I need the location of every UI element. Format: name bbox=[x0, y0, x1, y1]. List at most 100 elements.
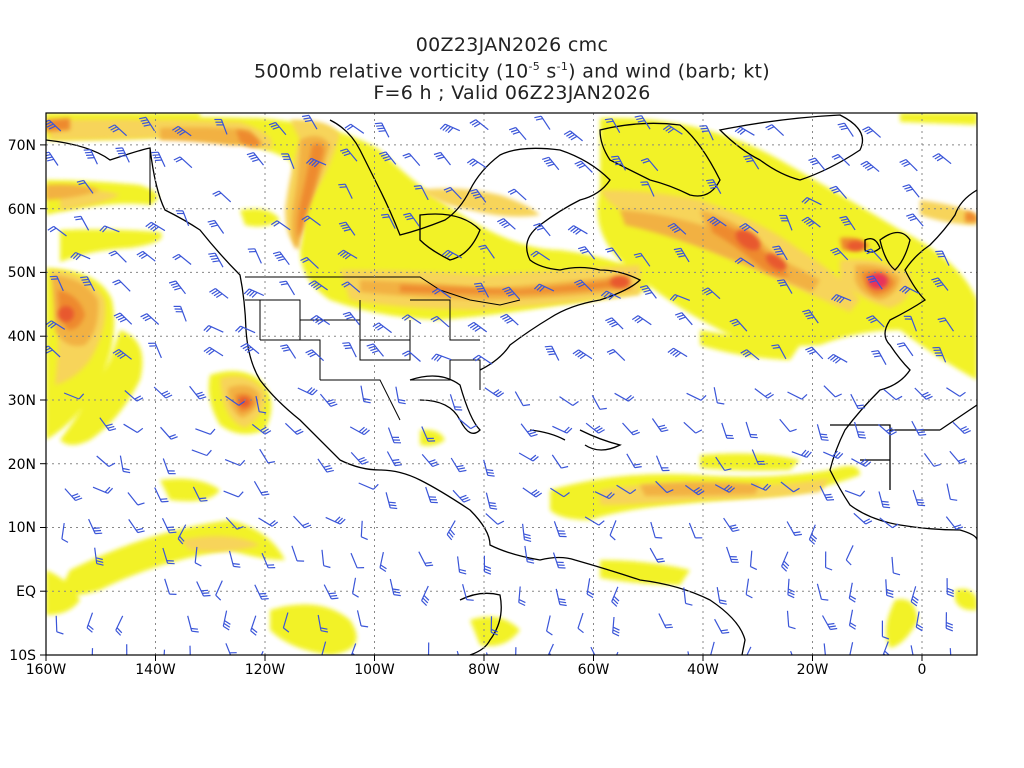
wind-barb-shaft bbox=[910, 645, 914, 655]
wind-barb-feather bbox=[526, 558, 534, 561]
wind-barb-feather bbox=[343, 152, 351, 157]
wind-barb-feather bbox=[84, 283, 92, 286]
wind-barb-feather bbox=[273, 221, 280, 227]
wind-barb-feather bbox=[342, 342, 350, 344]
wind-barb-feather bbox=[533, 222, 541, 227]
wind-barb-feather bbox=[502, 315, 509, 320]
wind-barb-feather bbox=[631, 315, 639, 321]
wind-barb-feather bbox=[661, 429, 669, 433]
wind-barb-feather bbox=[212, 260, 220, 263]
wind-barb-feather bbox=[486, 469, 494, 472]
wind-barb-feather bbox=[634, 316, 641, 322]
wind-barb-feather bbox=[463, 498, 471, 503]
wind-barb-feather bbox=[959, 460, 967, 464]
wind-barb-feather bbox=[338, 183, 346, 186]
wind-barb-feather bbox=[476, 287, 484, 290]
wind-barb-feather bbox=[117, 352, 124, 358]
wind-barb-feather bbox=[388, 501, 396, 504]
wind-barb-feather bbox=[765, 124, 773, 129]
wind-barb-feather bbox=[728, 487, 735, 493]
wind-barb-feather bbox=[107, 487, 114, 494]
lat-tick-label: 30N bbox=[8, 393, 36, 409]
wind-barb-feather bbox=[361, 428, 368, 434]
wind-barb-feather bbox=[212, 190, 220, 195]
wind-barb-feather bbox=[152, 154, 160, 156]
wind-barb-feather bbox=[772, 245, 780, 248]
wind-barb-feather bbox=[954, 524, 962, 528]
wind-barb-feather bbox=[747, 656, 752, 661]
wind-barb-shaft bbox=[194, 546, 198, 563]
wind-barb-feather bbox=[252, 158, 260, 163]
wind-barb-feather bbox=[168, 280, 176, 284]
wind-barb-feather bbox=[510, 129, 518, 133]
wind-barb-feather bbox=[533, 283, 540, 290]
wind-barb-shaft bbox=[225, 395, 240, 406]
wind-barb-feather bbox=[404, 315, 411, 321]
wind-barb-feather bbox=[366, 343, 374, 347]
wind-barb-feather bbox=[606, 249, 614, 253]
wind-barb-feather bbox=[262, 493, 270, 496]
wind-barb-feather bbox=[278, 258, 286, 262]
wind-barb-shaft bbox=[255, 395, 260, 412]
wind-barb-feather bbox=[269, 520, 276, 526]
wind-barb-feather bbox=[211, 289, 219, 295]
wind-barb-feather bbox=[812, 162, 819, 166]
wind-barb-feather bbox=[195, 391, 203, 395]
wind-barb-feather bbox=[547, 659, 552, 664]
wind-barb-shaft bbox=[321, 549, 325, 566]
wind-barb-feather bbox=[75, 254, 82, 261]
wind-barb-feather bbox=[698, 490, 705, 496]
wind-barb-feather bbox=[807, 348, 815, 353]
wind-barb-feather bbox=[272, 126, 280, 130]
wind-barb-feather bbox=[75, 218, 83, 221]
lat-tick-label: 20N bbox=[8, 457, 36, 473]
wind-barb-feather bbox=[326, 469, 334, 473]
wind-barb-feather bbox=[563, 426, 570, 433]
wind-barb-feather bbox=[612, 667, 617, 672]
wind-barb-feather bbox=[361, 625, 369, 628]
wind-barb-feather bbox=[824, 493, 832, 496]
wind-barb-shaft bbox=[891, 556, 894, 573]
wind-barb-feather bbox=[403, 212, 411, 216]
wind-barb-shaft bbox=[787, 391, 803, 400]
wind-barb-feather bbox=[406, 217, 414, 221]
wind-barb-feather bbox=[119, 155, 127, 157]
wind-barb-feather bbox=[211, 257, 219, 260]
wind-barb-feather bbox=[341, 281, 348, 286]
wind-barb-feather bbox=[572, 349, 579, 355]
wind-barb-feather bbox=[144, 317, 152, 322]
wind-barb-feather bbox=[341, 150, 349, 154]
wind-barb-feather bbox=[598, 520, 605, 526]
wind-barb-feather bbox=[609, 321, 617, 326]
wind-barb-shaft bbox=[291, 545, 298, 562]
wind-barb-feather bbox=[672, 295, 678, 302]
wind-barb-feather bbox=[426, 564, 434, 567]
wind-barb-feather bbox=[445, 188, 453, 193]
wind-barb-feather bbox=[831, 187, 839, 192]
wind-barb-feather bbox=[434, 289, 441, 295]
wind-barb-feather bbox=[264, 430, 272, 435]
wind-barb-feather bbox=[946, 587, 954, 592]
wind-barb-feather bbox=[259, 411, 267, 414]
wind-barb-feather bbox=[830, 247, 838, 252]
wind-barb-shaft bbox=[946, 387, 961, 397]
wind-barb-feather bbox=[380, 153, 388, 157]
wind-barb-feather bbox=[778, 281, 786, 284]
wind-barb-feather bbox=[536, 227, 544, 231]
wind-barb-feather bbox=[534, 115, 542, 119]
wind-barb-feather bbox=[237, 326, 244, 333]
wind-barb-feather bbox=[311, 160, 318, 167]
wind-barb-feather bbox=[874, 355, 882, 358]
wind-barb-feather bbox=[862, 126, 869, 131]
wind-barb-feather bbox=[581, 250, 589, 254]
wind-barb-feather bbox=[673, 247, 681, 251]
wind-barb-feather bbox=[676, 252, 684, 256]
wind-barb-feather bbox=[194, 562, 202, 567]
wind-barb-feather bbox=[767, 393, 774, 399]
wind-barb-shaft bbox=[823, 643, 826, 655]
wind-barb-feather bbox=[606, 293, 612, 299]
wind-barb-feather bbox=[246, 348, 254, 353]
wind-barb-feather bbox=[123, 470, 131, 474]
wind-barb-feather bbox=[724, 468, 732, 471]
wind-barb-feather bbox=[84, 151, 92, 154]
